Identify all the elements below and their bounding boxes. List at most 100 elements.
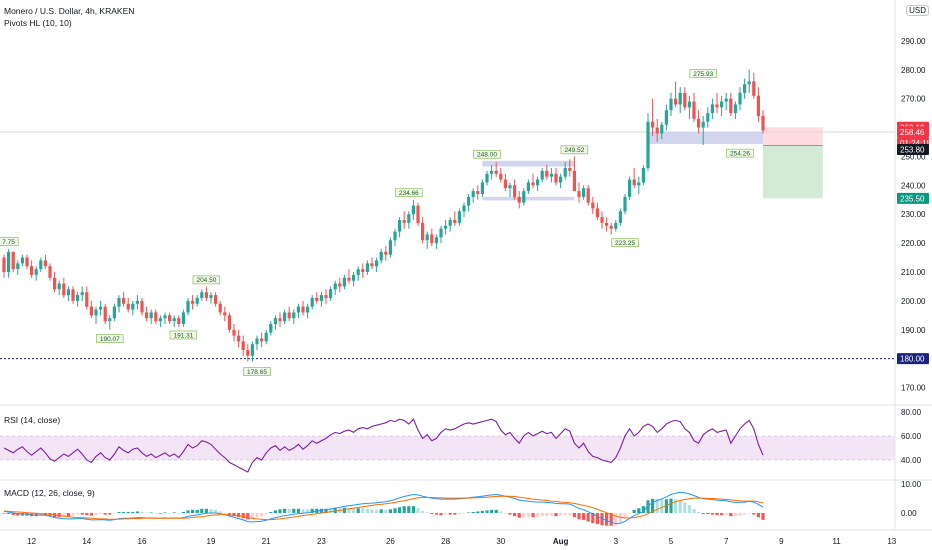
candle-body: [53, 277, 57, 290]
indicator-title: Pivots HL (10, 10): [4, 18, 72, 28]
candle-body: [57, 283, 61, 290]
macd-histogram-bar: [402, 506, 406, 513]
price-tag: [897, 143, 929, 155]
rsi-tick-label: 60.00: [901, 432, 922, 441]
price-tag: [897, 192, 929, 204]
macd-histogram-bar: [743, 513, 747, 515]
macd-histogram-bar: [577, 513, 581, 520]
pivot-label: 275.93: [693, 71, 713, 78]
candle-body: [329, 289, 333, 298]
macd-histogram-bar: [462, 513, 466, 514]
macd-histogram-bar: [388, 509, 392, 513]
candle-body: [269, 324, 273, 333]
macd-histogram-bar: [605, 513, 609, 526]
candle-body: [416, 205, 420, 223]
candle-body: [48, 266, 52, 278]
candle-body: [218, 303, 222, 313]
pivot-label-box: [169, 330, 198, 340]
macd-histogram-bar: [756, 513, 760, 518]
currency-badge[interactable]: USD: [906, 5, 929, 16]
time-tick-label: 14: [82, 537, 91, 546]
candle-body: [692, 101, 696, 119]
price-tag-label: 235.50: [900, 194, 925, 203]
pivot-label: 248.00: [477, 152, 497, 159]
pivot-label: 223.25: [615, 240, 635, 247]
time-tick-label: 12: [27, 537, 36, 546]
candle-body: [756, 95, 760, 116]
candle-body: [434, 237, 438, 244]
candle-body: [25, 257, 29, 267]
candle-body: [651, 121, 655, 128]
price-tag-label: 01:24:15: [900, 139, 932, 148]
candle-body: [637, 182, 641, 186]
candle-body: [255, 338, 259, 345]
macd-histogram-bar: [641, 506, 645, 513]
candle-body: [71, 289, 75, 301]
time-tick-label: 23: [317, 537, 326, 546]
macd-histogram-bar: [494, 509, 498, 513]
macd-histogram-bar: [218, 511, 222, 513]
candle-body: [108, 318, 112, 322]
candle-body: [310, 298, 314, 307]
macd-histogram-bar: [393, 508, 397, 513]
price-tag-label: 253.80: [900, 145, 925, 154]
candle-body: [586, 188, 590, 203]
candle-body: [747, 81, 751, 85]
candle-body: [356, 269, 360, 275]
rsi-pane[interactable]: [0, 418, 895, 473]
macd-histogram-bar: [678, 499, 682, 513]
macd-histogram-bar: [490, 509, 494, 513]
time-tick-label: 21: [262, 537, 271, 546]
time-tick-label: 9: [779, 537, 784, 546]
candle-body: [411, 205, 415, 215]
macd-histogram-bar: [62, 513, 66, 517]
candle-body: [715, 104, 719, 108]
candle-body: [595, 208, 599, 218]
candle-body: [232, 329, 236, 336]
macd-tick-label: 10.00: [901, 480, 922, 489]
candle-body: [453, 220, 457, 223]
time-tick-label: 26: [386, 537, 395, 546]
pivot-label: 178.65: [247, 369, 267, 376]
candle-body: [430, 234, 434, 244]
macd-histogram-bar: [352, 508, 356, 513]
candle-body: [388, 240, 392, 255]
candle-body: [163, 315, 167, 319]
macd-histogram-bar: [747, 513, 751, 514]
candle-body: [39, 260, 43, 270]
macd-histogram-bar: [292, 508, 296, 513]
macd-histogram-bar: [733, 513, 737, 517]
macd-histogram-bar: [172, 512, 176, 514]
symbol-legend[interactable]: Monero / U.S. Dollar, 4h, KRAKEN: [4, 6, 134, 16]
macd-pane[interactable]: [2, 491, 765, 526]
time-tick-label: 11: [832, 537, 841, 546]
price-pane[interactable]: 7.75 190.07 191.31 204.50 178.65 234.66 248.00…: [0, 69, 895, 376]
macd-histogram-bar: [729, 513, 733, 517]
candle-body: [641, 168, 645, 183]
macd-histogram-bar: [149, 512, 153, 514]
candle-body: [614, 222, 618, 229]
macd-histogram-bar: [554, 513, 558, 517]
pivot-label: 234.66: [399, 190, 419, 197]
macd-histogram-bar: [568, 513, 572, 516]
candle-body: [306, 306, 310, 313]
time-tick-label: 7: [724, 537, 729, 546]
candle-body: [2, 257, 6, 272]
pivot-label-box: [473, 149, 501, 159]
macd-histogram-bar: [508, 513, 512, 515]
resistance-zone: [482, 160, 575, 167]
macd-histogram-bar: [480, 510, 484, 513]
rsi-legend[interactable]: RSI (14, close): [4, 415, 60, 425]
macd-histogram-bar: [195, 509, 199, 513]
macd-histogram-bar: [85, 513, 89, 516]
pivot-label: 7.75: [2, 239, 15, 246]
candle-body: [43, 260, 47, 267]
indicator-legend[interactable]: Pivots HL (10, 10): [4, 18, 72, 28]
macd-histogram-bar: [365, 508, 369, 513]
candle-body: [324, 295, 328, 298]
candle-body: [540, 170, 544, 180]
macd-histogram-bar: [16, 513, 20, 516]
macd-histogram-bar: [329, 508, 333, 513]
macd-legend[interactable]: MACD (12, 26, close, 9): [4, 488, 95, 498]
